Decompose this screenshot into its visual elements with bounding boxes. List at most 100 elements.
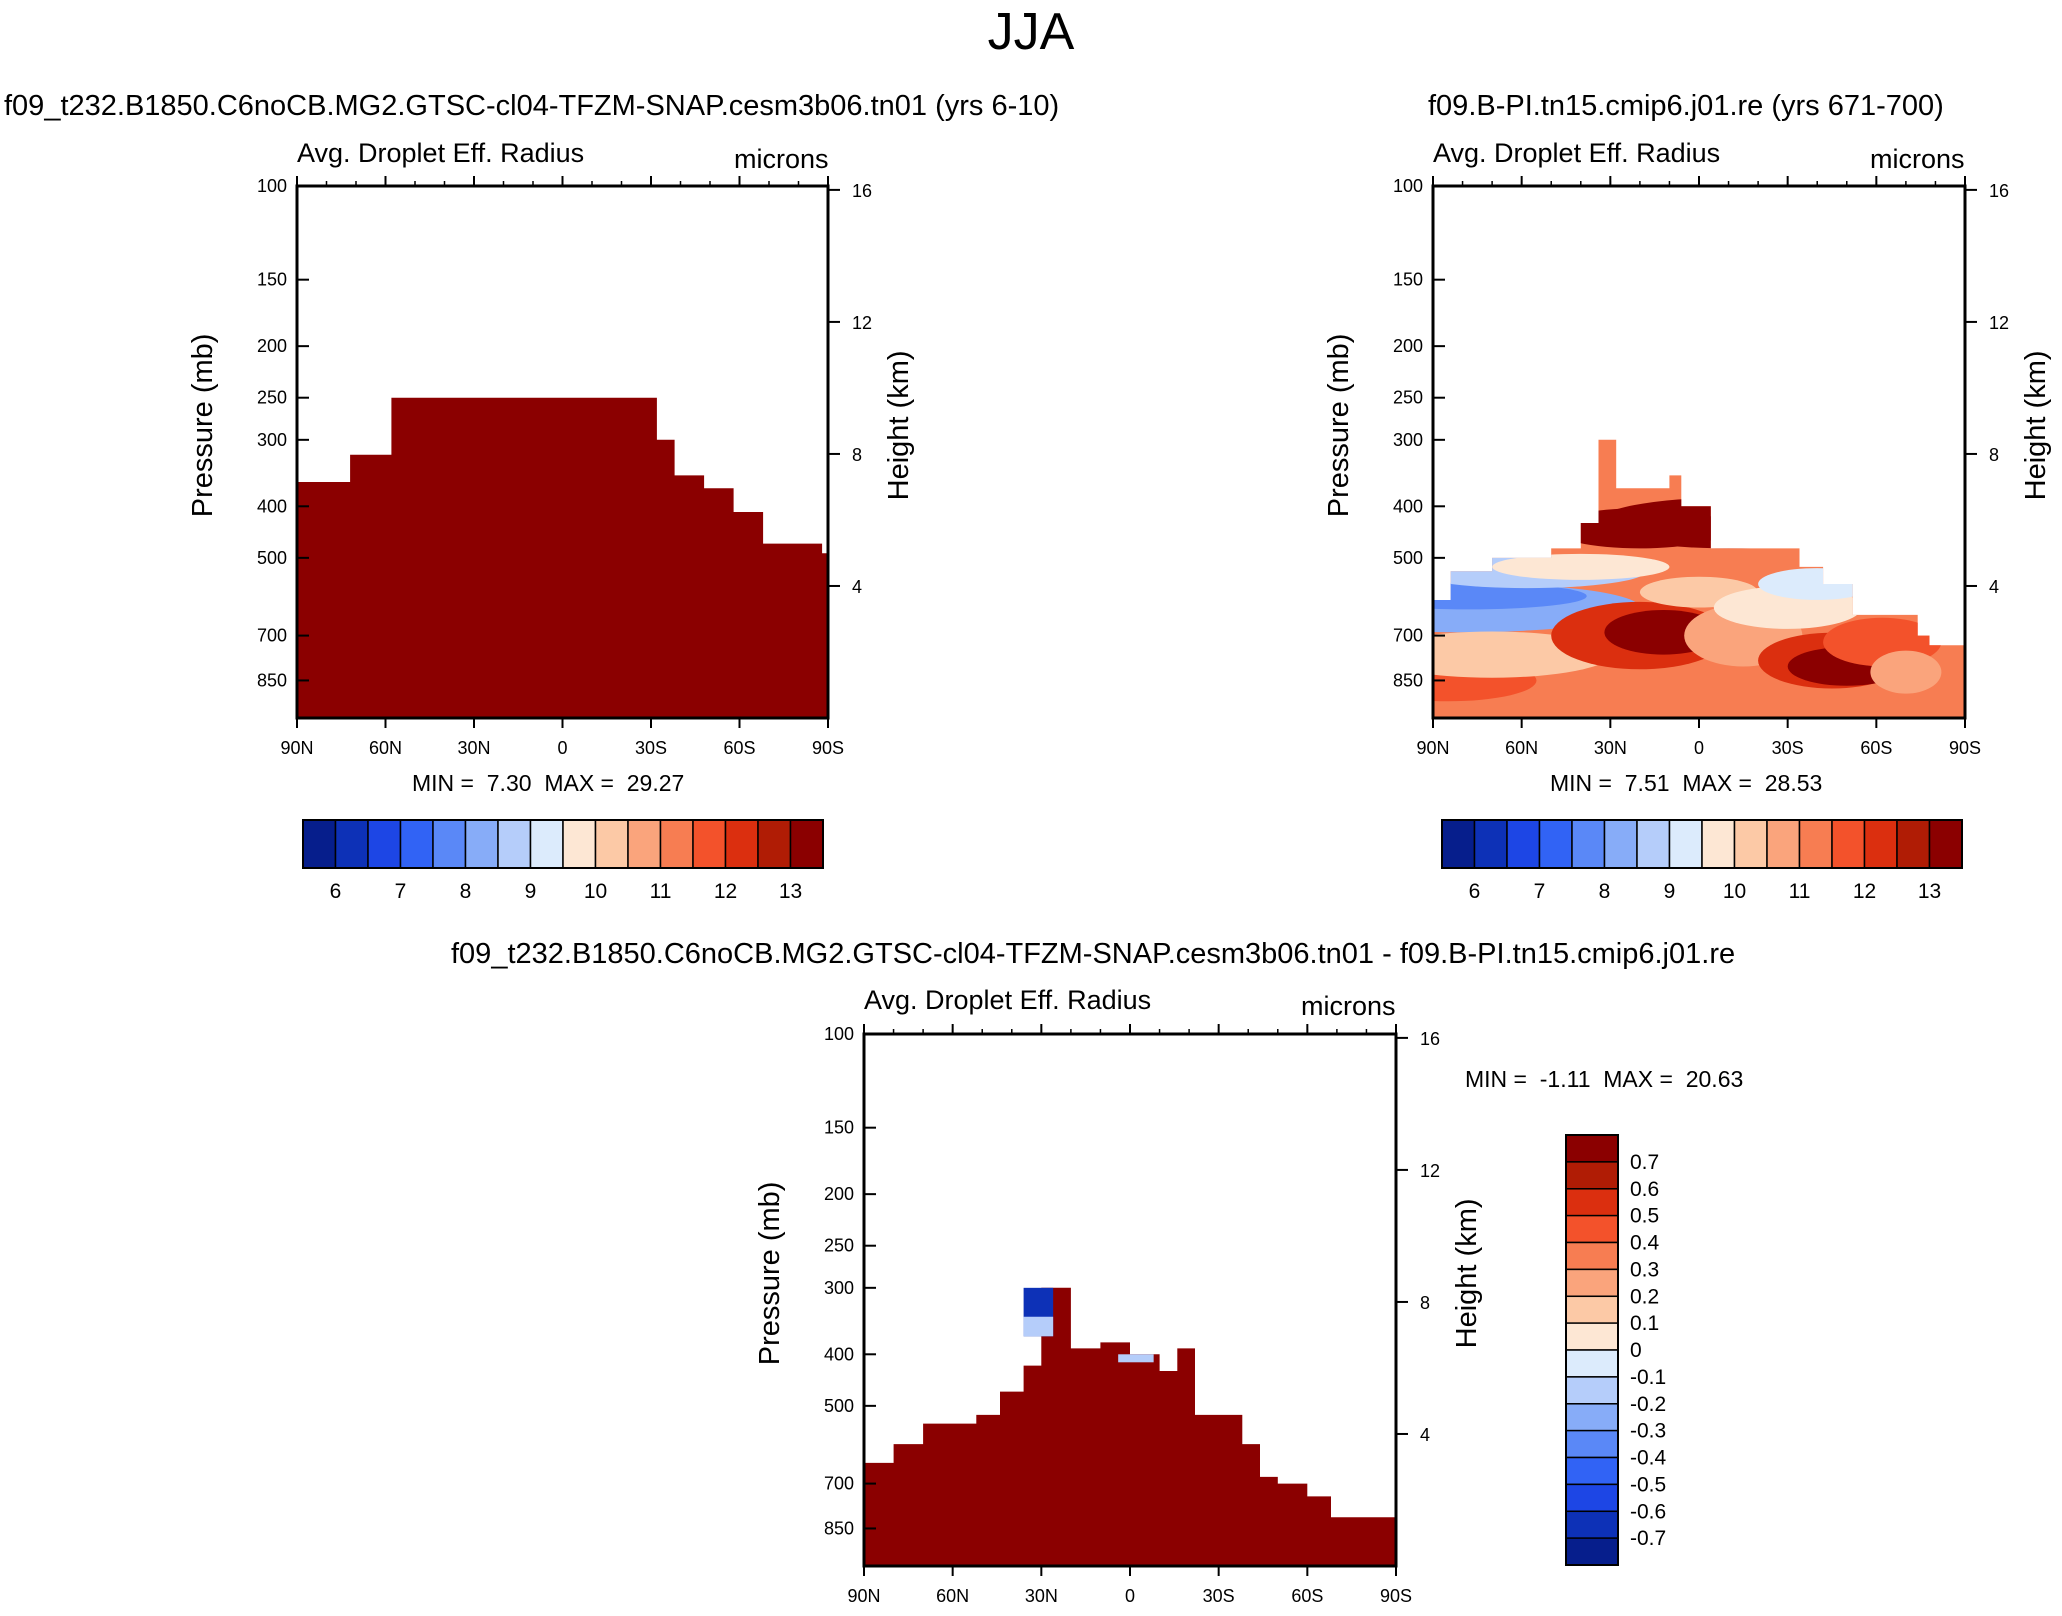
panel2-y2tick-label: 16	[1989, 181, 2009, 201]
panel3-ytick-label: 250	[824, 1236, 854, 1256]
panel2-ytick-label: 100	[1393, 176, 1423, 196]
panel2-colorbar-box	[1928, 819, 1963, 869]
panel3-colorbar-frame	[1565, 1134, 1619, 1566]
panel3-colorbar-box	[1565, 1456, 1619, 1486]
panel3-max-label: MAX =	[1603, 1066, 1673, 1092]
panel3-colorbar-box	[1565, 1349, 1619, 1378]
panel2-colorbar-box	[1896, 819, 1931, 869]
panel3-colorbar-label: -0.3	[1630, 1420, 1666, 1443]
panel3-xtick-label: 60S	[1291, 1586, 1323, 1606]
panel3-colorbar-label: 0.2	[1630, 1285, 1659, 1308]
panel1-units-label: microns	[734, 144, 829, 174]
panel2-colorbar-box	[1831, 819, 1866, 869]
panel2-colorbar-box	[1668, 819, 1703, 869]
panel2-ytick-label: 500	[1393, 548, 1423, 568]
panel2-ytick-label: 200	[1393, 336, 1423, 356]
panel2-colorbar-box	[1473, 819, 1508, 869]
panel2-contour-10	[1551, 508, 1729, 549]
panel1-xtick-label: 60N	[369, 738, 402, 758]
panel1-y2tick-label: 12	[852, 313, 872, 333]
panel3-variable-label: Avg. Droplet Eff. Radius	[864, 985, 1152, 1015]
panel1-y2label: Height (km)	[883, 350, 915, 500]
panel2-xtick-label: 90N	[1416, 738, 1449, 758]
panel1-y2tick-label: 8	[852, 445, 862, 465]
panel3-colorbar-box	[1565, 1429, 1619, 1459]
panel3-ytick-label: 850	[824, 1518, 854, 1538]
panel2-colorbar-label: 7	[1534, 880, 1546, 903]
panel3-colorbar-box	[1565, 1188, 1619, 1217]
panel3-colorbar-box	[1565, 1268, 1619, 1298]
panel1-xtick-label: 0	[557, 738, 567, 758]
panel3-ytick-label: 200	[824, 1184, 854, 1204]
panel3-ylabel: Pressure (mb)	[754, 1182, 786, 1366]
panel1-y2tick-label: 4	[852, 577, 862, 597]
panel3-y2tick-label: 8	[1420, 1293, 1430, 1313]
panel2-colorbar: 6 7 8 9 10 11 12 13	[1441, 819, 1963, 903]
panel2-colorbar-box	[1603, 819, 1638, 869]
panel3-colorbar-label: -0.2	[1630, 1393, 1666, 1416]
panel2-case-title: f09.B-PI.tn15.cmip6.j01.re (yrs 671-700)	[1428, 90, 1944, 122]
panel3-colorbar-box	[1565, 1295, 1619, 1324]
panel3-xtick-label: 30S	[1203, 1586, 1235, 1606]
panel2-y2tick-label: 4	[1989, 577, 1999, 597]
panel2-axes: 100 150 200 250 300 400 500 700 850 16 12 8 4 90N 60N 3…	[1323, 176, 2052, 758]
panel2-contour-13	[1758, 568, 1877, 600]
panel3-colorbar-box	[1565, 1403, 1619, 1432]
panel1-ytick-label: 300	[257, 430, 287, 450]
panel2-colorbar-box	[1766, 819, 1801, 869]
panel1-colorbar-box	[692, 819, 727, 869]
panel2-xtick-label: 30N	[1594, 738, 1627, 758]
panel3-xtick-label: 60N	[936, 1586, 969, 1606]
panel2-stats: MIN = 7.51 MAX = 28.53	[1550, 770, 1822, 797]
panel2-contour-17	[1870, 650, 1942, 694]
panel1-colorbar-label: 8	[460, 880, 472, 903]
panel1-ytick-label: 850	[257, 670, 287, 690]
panel3-colorbar-box	[1565, 1376, 1619, 1405]
panel2-y2label: Height (km)	[2020, 350, 2052, 500]
panel3-colorbar-label: -0.7	[1630, 1527, 1666, 1550]
panel1-colorbar-box	[659, 819, 694, 869]
panel1-colorbar-box	[497, 819, 532, 869]
panel1-variable-label: Avg. Droplet Eff. Radius	[297, 138, 585, 168]
panel3-max-value: 20.63	[1685, 1066, 1744, 1092]
panel2-xtick-label: 60S	[1860, 738, 1892, 758]
panel2-units-label: microns	[1870, 144, 1965, 174]
panel1-colorbar-box	[302, 819, 337, 869]
panel3-colorbar-box	[1565, 1483, 1619, 1513]
panel2-ytick-label: 850	[1393, 670, 1423, 690]
panel1-axes: 100 150 200 250 300 400 500 700 850 16 12 8 4 90N 60N 3…	[187, 176, 915, 758]
panel1-ytick-label: 100	[257, 176, 287, 196]
panel2-y2tick-label: 12	[1989, 313, 2009, 333]
panel3-colorbar-box	[1565, 1214, 1619, 1244]
panel1-colorbar-label: 9	[525, 880, 537, 903]
panel3-colorbar-box	[1565, 1322, 1619, 1351]
panel1-xtick-label: 60S	[723, 738, 755, 758]
panel1-colorbar-box	[529, 819, 564, 869]
panel3-min-value: -1.11	[1539, 1066, 1591, 1092]
panel1-max-label: MAX =	[544, 770, 614, 796]
panel1-y2tick-label: 16	[852, 181, 872, 201]
panel1-stats: MIN = 7.30 MAX = 29.27	[412, 770, 684, 797]
panel1-colorbar-box	[334, 819, 369, 869]
panel2-contour-1	[1433, 582, 1587, 610]
panel1-colorbar-label: 12	[714, 880, 737, 903]
panel3-y2tick-label: 12	[1420, 1161, 1440, 1181]
panel2-colorbar-label: 11	[1789, 880, 1811, 903]
panel2-max-value: 28.53	[1764, 770, 1823, 796]
panel1-field-region	[297, 397, 828, 718]
panel3-ytick-label: 100	[824, 1024, 854, 1044]
panel3-colorbar-label: 0.1	[1630, 1312, 1659, 1335]
panel1-colorbar-label: 6	[330, 880, 342, 903]
panel2-xtick-label: 0	[1694, 738, 1704, 758]
panel3-colorbar: 0.7 0.6 0.5 0.4 0.3 0.2 0.1 0 -0.1 -0.2 -0.3 -0.4 -0…	[1565, 1134, 1667, 1566]
panel3-ytick-label: 700	[824, 1474, 854, 1494]
panel2-min-value: 7.51	[1624, 770, 1670, 796]
panel3-colorbar-label: 0	[1630, 1339, 1642, 1362]
panel3-colorbar-label: 0.5	[1630, 1205, 1659, 1228]
panel1-colorbar-label: 11	[650, 880, 672, 903]
panel2-colorbar-box	[1733, 819, 1768, 869]
panel2-colorbar-label: 6	[1469, 880, 1481, 903]
panel1-ytick-label: 200	[257, 336, 287, 356]
panel2-xtick-label: 30S	[1772, 738, 1804, 758]
